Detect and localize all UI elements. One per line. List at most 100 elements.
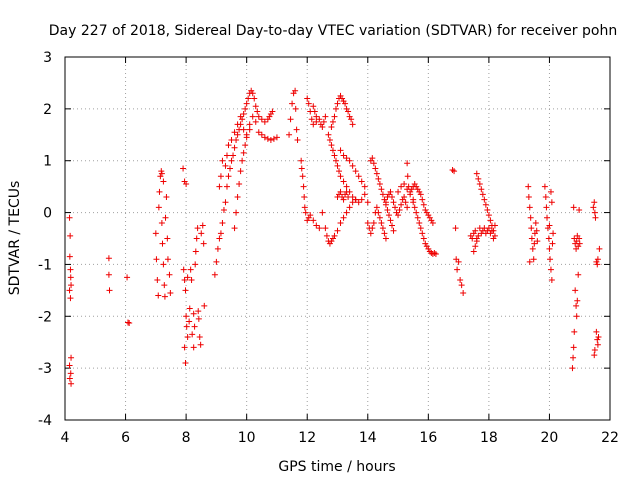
data-point-plus — [234, 121, 241, 128]
data-point-plus — [217, 173, 224, 180]
data-point-plus — [160, 178, 167, 185]
data-point-plus — [395, 188, 402, 195]
y-tick-label: 1 — [43, 154, 52, 170]
data-point-plus — [66, 253, 73, 260]
data-point-plus — [458, 282, 465, 289]
data-point-plus — [286, 131, 293, 138]
data-point-plus — [301, 194, 308, 201]
x-tick-label: 8 — [182, 430, 191, 446]
data-point-plus — [349, 199, 356, 206]
data-point-plus — [593, 328, 600, 335]
data-point-plus — [220, 206, 227, 213]
data-point-plus — [404, 204, 411, 211]
data-point-plus — [197, 341, 204, 348]
data-point-plus — [293, 126, 300, 133]
data-point-plus — [545, 235, 552, 242]
data-point-plus — [402, 199, 409, 206]
data-point-plus — [66, 362, 73, 369]
data-point-plus — [273, 134, 280, 141]
data-point-plus — [404, 160, 411, 167]
data-point-plus — [331, 113, 338, 120]
data-point-plus — [255, 129, 262, 136]
data-point-plus — [124, 319, 131, 326]
data-point-plus — [543, 204, 550, 211]
y-tick-label: 2 — [43, 102, 52, 118]
data-point-plus — [261, 134, 268, 141]
data-point-plus — [246, 121, 253, 128]
data-point-plus — [320, 118, 327, 125]
data-point-plus — [67, 370, 74, 377]
data-point-plus — [530, 256, 537, 263]
data-point-plus — [528, 225, 535, 232]
data-point-plus — [331, 152, 338, 159]
data-point-plus — [187, 266, 194, 273]
data-point-plus — [234, 194, 241, 201]
data-point-plus — [289, 100, 296, 107]
data-point-plus — [167, 289, 174, 296]
data-point-plus — [328, 142, 335, 149]
data-point-plus — [180, 165, 187, 172]
data-point-plus — [340, 214, 347, 221]
data-point-plus — [305, 100, 312, 107]
y-tick-label: -4 — [38, 413, 52, 429]
data-point-plus — [548, 276, 555, 283]
data-point-plus — [304, 95, 311, 102]
data-point-plus — [378, 186, 385, 193]
data-point-plus — [475, 232, 482, 239]
data-point-plus — [258, 131, 265, 138]
data-point-plus — [200, 240, 207, 247]
data-point-plus — [413, 209, 420, 216]
data-point-plus — [287, 116, 294, 123]
data-point-plus — [307, 212, 314, 219]
data-point-plus — [182, 359, 189, 366]
data-point-plus — [66, 214, 73, 221]
data-point-plus — [452, 225, 459, 232]
data-point-plus — [223, 152, 230, 159]
data-point-plus — [370, 219, 377, 226]
data-point-plus — [384, 206, 391, 213]
data-point-plus — [398, 201, 405, 208]
data-point-plus — [526, 258, 533, 265]
data-point-plus — [369, 225, 376, 232]
data-point-plus — [576, 206, 583, 213]
data-point-plus — [595, 334, 602, 341]
data-point-plus — [484, 206, 491, 213]
data-point-plus — [329, 118, 336, 125]
data-point-plus — [163, 194, 170, 201]
data-point-plus — [370, 160, 377, 167]
data-point-plus — [487, 217, 494, 224]
data-point-plus — [358, 178, 365, 185]
data-point-plus — [301, 204, 308, 211]
data-point-plus — [547, 256, 554, 263]
data-point-plus — [190, 344, 197, 351]
data-point-plus — [106, 287, 113, 294]
data-point-plus — [214, 245, 221, 252]
data-point-plus — [369, 155, 376, 162]
data-point-plus — [184, 334, 191, 341]
x-tick-label: 20 — [541, 430, 559, 446]
data-point-plus — [432, 251, 439, 258]
data-point-plus — [542, 194, 549, 201]
data-point-plus — [352, 196, 359, 203]
data-point-plus — [219, 157, 226, 164]
data-point-plus — [183, 313, 190, 320]
data-point-plus — [382, 235, 389, 242]
data-point-plus — [67, 274, 74, 281]
data-point-plus — [532, 219, 539, 226]
data-point-plus — [349, 162, 356, 169]
data-point-plus — [478, 186, 485, 193]
data-point-plus — [192, 248, 199, 255]
data-point-plus — [328, 124, 335, 131]
data-point-plus — [126, 320, 133, 327]
data-point-plus — [570, 354, 577, 361]
data-point-plus — [594, 261, 601, 268]
data-point-plus — [313, 222, 320, 229]
data-point-plus — [319, 124, 326, 131]
data-point-plus — [491, 232, 498, 239]
data-point-plus — [375, 175, 382, 182]
data-point-plus — [569, 365, 576, 372]
data-point-plus — [322, 225, 329, 232]
data-point-plus — [316, 225, 323, 232]
data-point-plus — [105, 255, 112, 262]
data-point-plus — [449, 167, 456, 174]
